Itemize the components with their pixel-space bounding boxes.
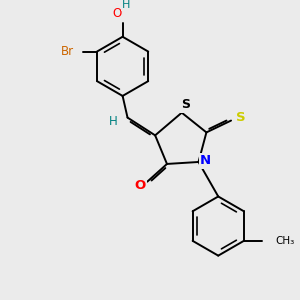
- Text: N: N: [200, 154, 211, 167]
- Text: H: H: [122, 0, 131, 10]
- Text: O: O: [112, 7, 121, 20]
- Text: S: S: [181, 98, 190, 111]
- Text: S: S: [236, 111, 246, 124]
- Text: H: H: [110, 115, 118, 128]
- Text: CH₃: CH₃: [275, 236, 295, 246]
- Text: Br: Br: [61, 45, 74, 58]
- Text: O: O: [135, 179, 146, 192]
